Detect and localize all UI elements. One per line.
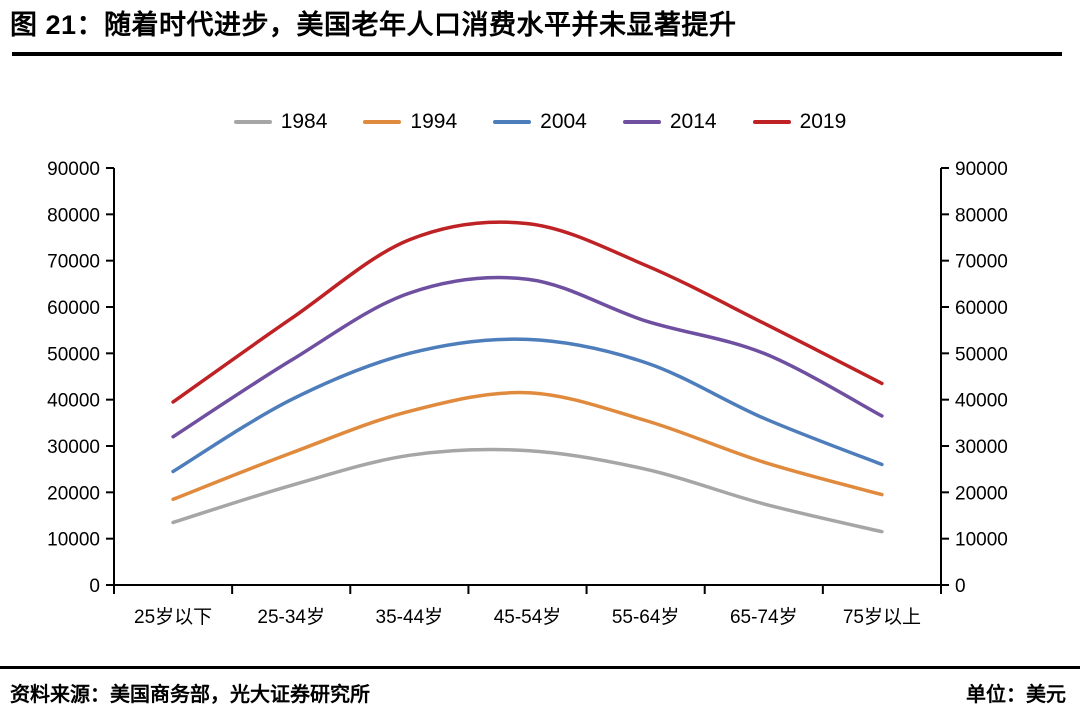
legend-label: 2014 (669, 110, 717, 133)
legend-item-1984: 1984 (233, 110, 328, 134)
unit-text: 单位：美元 (966, 684, 1066, 706)
legend-item-1994: 1994 (363, 110, 457, 134)
legend-item-2014: 2014 (622, 110, 717, 134)
y-tick-label-left: 30000 (47, 437, 100, 458)
y-tick-label-right: 50000 (955, 344, 1008, 365)
x-category-label: 25岁以下 (134, 606, 212, 628)
series-line-1994 (171, 390, 884, 502)
legend-swatch-1984 (233, 120, 272, 124)
legend-swatch-2019 (752, 120, 791, 124)
legend-label: 1984 (280, 110, 328, 133)
y-tick-label-right: 30000 (955, 437, 1008, 458)
y-tick-label-right: 10000 (955, 530, 1008, 551)
figure-header: 图 21：随着时代进步，美国老年人口消费水平并未显著提升 (0, 0, 1080, 57)
x-category-label: 65-74岁 (730, 606, 798, 628)
y-tick-label-left: 20000 (47, 483, 100, 504)
line-chart: 0 0 10000 10000 20000 20000 30000 30000 40000 400… (47, 159, 1008, 628)
x-category-label: 45-54岁 (494, 606, 562, 628)
y-tick-label-left: 60000 (47, 298, 100, 319)
series-line-2019 (171, 220, 884, 404)
y-tick-label-right: 80000 (955, 205, 1008, 226)
source-text: 资料来源：美国商务部，光大证券研究所 (10, 684, 370, 706)
y-tick-label-right: 70000 (955, 252, 1008, 273)
legend-label: 2019 (799, 110, 847, 133)
y-tick-label-right: 20000 (955, 483, 1008, 504)
figure-footer: 资料来源：美国商务部，光大证券研究所 单位：美元 (0, 666, 1080, 707)
y-tick-label-left: 90000 (47, 159, 100, 180)
y-tick-label-right: 60000 (955, 298, 1008, 319)
chart-legend: 1984 1994 2004 2014 2019 (0, 110, 1080, 134)
y-tick-label-left: 0 (89, 576, 100, 597)
x-category-label: 35-44岁 (376, 606, 444, 628)
legend-swatch-2004 (493, 120, 532, 124)
series-line-1984 (171, 447, 884, 534)
title-underline (12, 52, 1062, 57)
y-tick-label-left: 50000 (47, 344, 100, 365)
y-tick-label-left: 10000 (47, 530, 100, 551)
legend-label: 2004 (540, 110, 587, 133)
legend-item-2019: 2019 (752, 110, 847, 134)
legend-item-2004: 2004 (493, 110, 587, 134)
legend-label: 1994 (410, 110, 458, 133)
y-tick-label-right: 0 (955, 576, 966, 597)
x-category-label: 25-34岁 (257, 606, 325, 628)
legend-swatch-2014 (622, 120, 661, 124)
page-title: 图 21：随着时代进步，美国老年人口消费水平并未显著提升 (10, 10, 737, 40)
y-tick-label-right: 40000 (955, 391, 1008, 412)
series-line-2014 (171, 275, 884, 439)
y-tick-label-right: 90000 (955, 159, 1008, 180)
x-category-label: 55-64岁 (612, 606, 680, 628)
y-tick-label-left: 80000 (47, 205, 100, 226)
series-line-2004 (171, 337, 884, 474)
y-tick-label-left: 70000 (47, 252, 100, 273)
x-category-label: 75岁以上 (843, 606, 921, 628)
y-tick-label-left: 40000 (47, 391, 100, 412)
legend-swatch-1994 (363, 120, 402, 124)
